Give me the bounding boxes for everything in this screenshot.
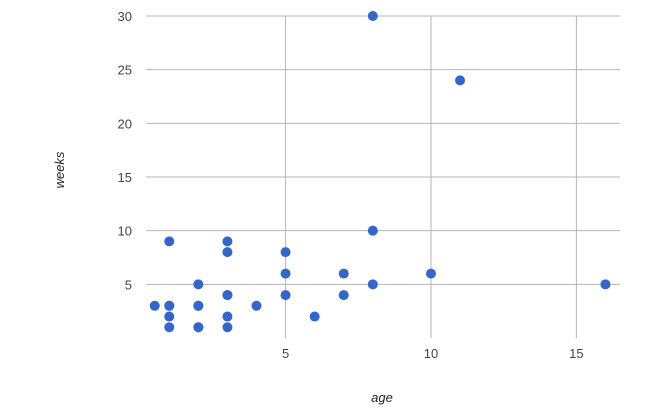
data-point <box>222 311 233 322</box>
data-point <box>164 236 175 247</box>
data-point <box>600 279 611 290</box>
y-axis-label: weeks <box>52 151 67 188</box>
data-point <box>338 290 349 301</box>
x-tick-label: 10 <box>424 346 438 361</box>
data-point <box>455 75 466 86</box>
grid-lines <box>146 15 620 338</box>
data-point <box>280 247 291 258</box>
y-tick-label: 25 <box>118 63 132 78</box>
data-point <box>222 322 233 333</box>
y-tick-label: 10 <box>118 224 132 239</box>
data-point <box>164 300 175 311</box>
data-point <box>193 322 204 333</box>
data-point <box>367 279 378 290</box>
x-axis-label: age <box>371 390 393 405</box>
data-point <box>222 236 233 247</box>
x-tick-label: 15 <box>569 346 583 361</box>
y-tick-label: 20 <box>118 116 132 131</box>
data-point <box>425 268 436 279</box>
y-tick-label: 15 <box>118 170 132 185</box>
data-point <box>222 247 233 258</box>
data-point <box>338 268 349 279</box>
data-point <box>193 300 204 311</box>
data-points <box>149 11 611 333</box>
data-point <box>149 300 160 311</box>
data-point <box>280 290 291 301</box>
data-point <box>164 311 175 322</box>
data-point <box>367 11 378 21</box>
data-point <box>251 300 262 311</box>
y-axis-ticks: 5 10 15 20 25 30 <box>118 9 132 292</box>
data-point <box>193 279 204 290</box>
data-point <box>309 311 320 322</box>
x-axis-ticks: 5 10 15 <box>282 346 584 361</box>
data-point <box>280 268 291 279</box>
x-tick-label: 5 <box>282 346 289 361</box>
data-point <box>222 290 233 301</box>
data-point <box>367 225 378 236</box>
y-tick-label: 30 <box>118 9 132 24</box>
y-tick-label: 5 <box>125 277 132 292</box>
data-point <box>164 322 175 333</box>
